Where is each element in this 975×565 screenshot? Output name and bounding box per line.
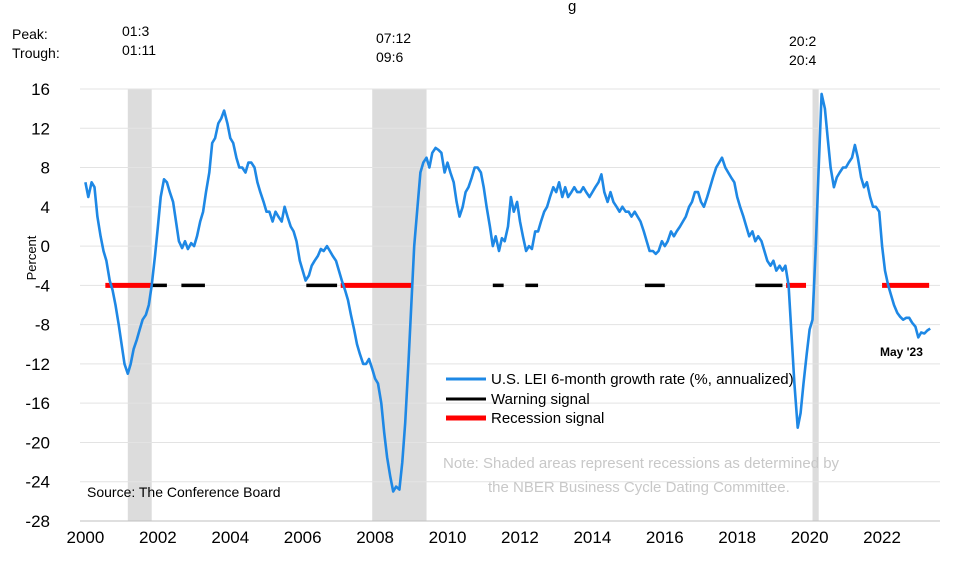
x-tick-label: 2022 bbox=[863, 528, 901, 547]
recession-shade-1 bbox=[127, 89, 152, 521]
legend: U.S. LEI 6-month growth rate (%, annuali… bbox=[446, 371, 794, 427]
recession-2-trough: 09:6 bbox=[376, 49, 404, 65]
note-line-2: the NBER Business Cycle Dating Committee… bbox=[488, 479, 790, 496]
legend-label-recession: Recession signal bbox=[491, 410, 604, 427]
x-tick-label: 2002 bbox=[139, 528, 177, 547]
x-tick-label: 2004 bbox=[211, 528, 249, 547]
y-axis-label: Percent bbox=[24, 235, 39, 280]
x-tick-label: 2008 bbox=[356, 528, 394, 547]
recession-shade-2 bbox=[372, 89, 427, 521]
recession-1-trough: 01:11 bbox=[122, 42, 156, 58]
recession-2-peak: 07:12 bbox=[376, 30, 412, 46]
note-line-1: Note: Shaded areas represent recessions … bbox=[443, 455, 840, 472]
y-tick-label: 0 bbox=[41, 237, 50, 256]
x-tick-labels: 2000 2002 2004 2006 2008 2010 2012 2014 2016 2018… bbox=[67, 528, 901, 547]
lei-series-line bbox=[84, 92, 931, 493]
x-tick-label: 2018 bbox=[718, 528, 756, 547]
y-tick-label: 12 bbox=[31, 119, 50, 138]
x-tick-label: 2014 bbox=[573, 528, 611, 547]
y-tick-label: 16 bbox=[31, 80, 50, 99]
y-tick-labels: 16 12 8 4 0 -4 -8 -12 -16 -20 -24 -28 bbox=[25, 80, 50, 531]
x-tick-label: 2020 bbox=[791, 528, 829, 547]
legend-label-warning: Warning signal bbox=[491, 391, 590, 408]
y-tick-label: -8 bbox=[35, 316, 50, 335]
y-tick-label: -24 bbox=[25, 473, 50, 492]
x-tick-label: 2012 bbox=[501, 528, 539, 547]
y-tick-label: -12 bbox=[25, 355, 50, 374]
y-tick-label: 8 bbox=[41, 159, 50, 178]
y-tick-label: -28 bbox=[25, 512, 50, 531]
y-tick-label: 4 bbox=[41, 198, 50, 217]
legend-label-lei: U.S. LEI 6-month growth rate (%, annuali… bbox=[491, 371, 794, 388]
y-tick-label: -20 bbox=[25, 433, 50, 452]
y-tick-label: -4 bbox=[35, 276, 50, 295]
trough-row-label: Trough: bbox=[12, 45, 60, 61]
recession-3-peak: 20:2 bbox=[789, 33, 817, 49]
x-tick-label: 2006 bbox=[284, 528, 322, 547]
source-text: Source: The Conference Board bbox=[87, 484, 281, 500]
recession-shade-3 bbox=[812, 89, 819, 521]
peak-row-label: Peak: bbox=[12, 26, 48, 42]
y-tick-label: -16 bbox=[25, 394, 50, 413]
recession-1-peak: 01:3 bbox=[122, 23, 150, 39]
recession-3-trough: 20:4 bbox=[789, 52, 817, 68]
recession-shading bbox=[127, 89, 819, 521]
end-label: May '23 bbox=[880, 345, 923, 359]
x-tick-label: 2010 bbox=[429, 528, 467, 547]
x-tick-label: 2000 bbox=[67, 528, 105, 547]
title-fragment: g bbox=[568, 0, 576, 15]
x-tick-label: 2016 bbox=[646, 528, 684, 547]
